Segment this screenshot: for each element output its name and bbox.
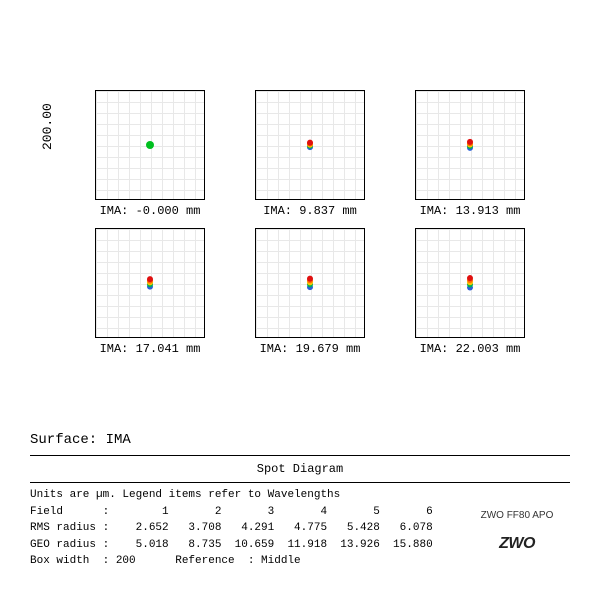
spot-cell: IMA: 17.041 mm bbox=[95, 228, 205, 356]
surface-label: Surface: IMA bbox=[30, 430, 570, 451]
spot-ima-label: IMA: 22.003 mm bbox=[415, 342, 525, 356]
spot-cell: IMA: 19.679 mm bbox=[255, 228, 365, 356]
spot-cell: IMA: 9.837 mm bbox=[255, 90, 365, 218]
spot-row-2: IMA: 17.041 mm IMA: 19.679 mm IMA: 22.003 … bbox=[70, 228, 550, 356]
spot-box bbox=[415, 228, 525, 338]
spot-grid: IMA: -0.000 mm IMA: 9.837 mm IMA: 13.913 m… bbox=[70, 90, 550, 410]
branding-panel: ZWO FF80 APO ZWO bbox=[472, 510, 562, 553]
spot-cell: IMA: 13.913 mm bbox=[415, 90, 525, 218]
y-axis-label: 200.00 bbox=[40, 103, 55, 150]
spot-cluster bbox=[464, 139, 476, 151]
spot-cluster bbox=[304, 139, 316, 151]
spot-box bbox=[95, 90, 205, 200]
spot-row-1: IMA: -0.000 mm IMA: 9.837 mm IMA: 13.913 m… bbox=[70, 90, 550, 218]
spot-cluster bbox=[304, 277, 316, 289]
spot-diagram-panel: 200.00 IMA: -0.000 mm IMA: 9.837 mm IMA: 1… bbox=[20, 70, 580, 530]
diagram-title: Spot Diagram bbox=[30, 460, 570, 478]
units-line: Units are µm. Legend items refer to Wave… bbox=[30, 487, 570, 504]
spot-cluster bbox=[144, 139, 156, 151]
spot-ima-label: IMA: 13.913 mm bbox=[415, 204, 525, 218]
spot-ima-label: IMA: 9.837 mm bbox=[255, 204, 365, 218]
spot-ima-label: IMA: 17.041 mm bbox=[95, 342, 205, 356]
spot-cluster bbox=[144, 277, 156, 289]
spot-cluster bbox=[464, 277, 476, 289]
spot-cell: IMA: -0.000 mm bbox=[95, 90, 205, 218]
spot-box bbox=[255, 228, 365, 338]
divider bbox=[30, 455, 570, 456]
product-name: ZWO FF80 APO bbox=[472, 510, 562, 521]
spot-ima-label: IMA: -0.000 mm bbox=[95, 204, 205, 218]
spot-box bbox=[415, 90, 525, 200]
spot-cell: IMA: 22.003 mm bbox=[415, 228, 525, 356]
brand-logo: ZWO bbox=[472, 535, 562, 553]
spot-ima-label: IMA: 19.679 mm bbox=[255, 342, 365, 356]
divider bbox=[30, 482, 570, 483]
box-line: Box width : 200 Reference : Middle bbox=[30, 553, 570, 570]
spot-box bbox=[95, 228, 205, 338]
spot-box bbox=[255, 90, 365, 200]
